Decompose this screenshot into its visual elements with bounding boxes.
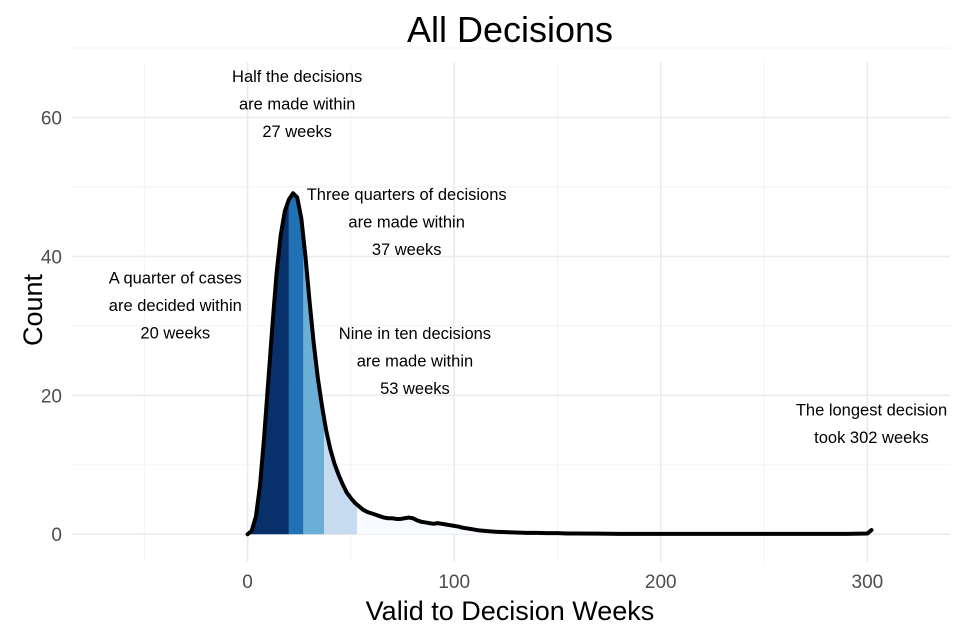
annotation-longest: The longest decision took 302 weeks <box>796 401 947 447</box>
annotation-line: are made within <box>357 353 473 371</box>
y-axis-ticks: 0 20 40 60 <box>41 109 62 547</box>
annotation-line: The longest decision <box>796 401 947 419</box>
annotations: A quarter of cases are decided within 20 w… <box>109 68 947 447</box>
quantile-band-3 <box>303 237 325 535</box>
annotation-half: Half the decisions are made within 27 week… <box>232 68 362 141</box>
y-tick-label: 0 <box>51 525 62 546</box>
y-tick-label: 20 <box>41 386 62 407</box>
annotation-quarter: A quarter of cases are decided within 20 w… <box>109 270 242 343</box>
y-tick-label: 40 <box>41 247 62 268</box>
annotation-line: are made within <box>348 214 464 232</box>
annotation-line: took 302 weeks <box>814 429 929 447</box>
quantile-band-4 <box>324 417 358 535</box>
annotation-line: are made within <box>239 96 355 114</box>
quantile-band-1 <box>247 199 289 535</box>
quantile-band-5 <box>357 504 872 535</box>
chart-title: All Decisions <box>407 9 613 50</box>
annotation-line: are decided within <box>109 297 242 315</box>
quantile-bands <box>247 193 872 535</box>
x-axis-ticks: 0 100 200 300 <box>242 572 883 593</box>
annotation-line: 27 weeks <box>262 123 332 141</box>
annotation-line: Nine in ten decisions <box>339 325 491 343</box>
annotation-line: 20 weeks <box>140 325 210 343</box>
annotation-three-quarters: Three quarters of decisions are made with… <box>307 186 507 259</box>
annotation-line: Three quarters of decisions <box>307 186 507 204</box>
x-tick-label: 0 <box>242 572 253 593</box>
y-tick-label: 60 <box>41 109 62 130</box>
annotation-line: A quarter of cases <box>109 270 242 288</box>
density-curve <box>245 191 874 537</box>
annotation-line: 53 weeks <box>380 380 450 398</box>
annotation-line: Half the decisions <box>232 68 362 86</box>
annotation-line: 37 weeks <box>372 241 442 259</box>
y-axis-title: Count <box>18 273 48 346</box>
x-axis-title: Valid to Decision Weeks <box>366 596 655 626</box>
annotation-nine-in-ten: Nine in ten decisions are made within 53 w… <box>339 325 491 398</box>
quantile-band-2 <box>288 193 304 535</box>
x-tick-label: 300 <box>852 572 884 593</box>
x-tick-label: 200 <box>645 572 677 593</box>
x-tick-label: 100 <box>438 572 470 593</box>
